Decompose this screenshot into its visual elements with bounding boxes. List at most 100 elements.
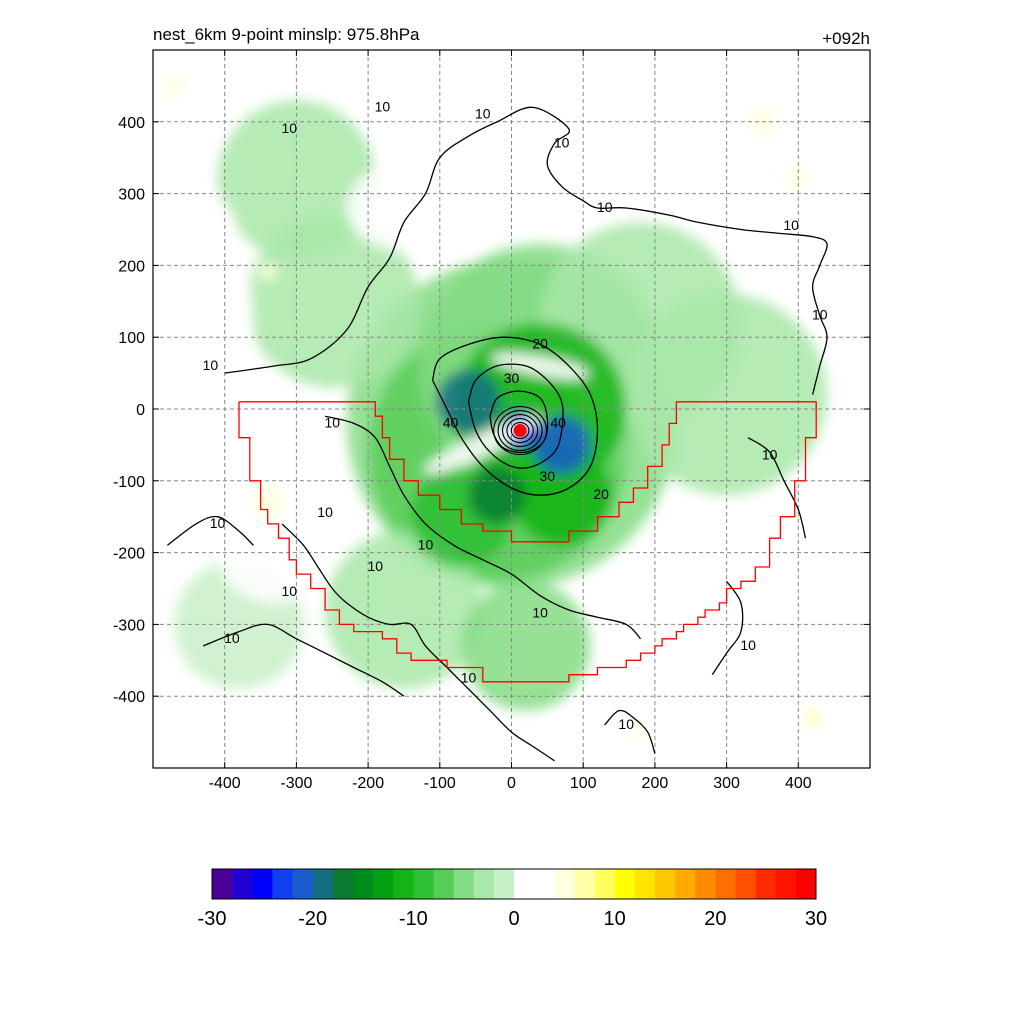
contour-label-10: 10: [317, 504, 333, 520]
colorbar-cell: [232, 869, 253, 899]
x-tick-label: 300: [713, 775, 740, 792]
field-blob: [246, 215, 419, 388]
y-tick-label: 0: [136, 402, 145, 419]
colorbar-cell: [675, 869, 696, 899]
x-tick-label: 200: [642, 775, 669, 792]
contour-label-20: 20: [532, 335, 548, 351]
colorbar-labels: -30 -20 -10 0 10 20 30: [198, 908, 828, 930]
colorbar-cell: [272, 869, 294, 899]
colorbar-tick-label: 0: [508, 908, 519, 930]
y-tick-label: 300: [118, 187, 145, 204]
colorbar-tick-label: 20: [704, 908, 726, 930]
colorbar-cell: [473, 869, 495, 899]
region-outline: [238, 401, 817, 683]
colorbar-cell: [332, 869, 354, 899]
colorbar-cell: [493, 869, 515, 899]
field-positive-spot: [251, 486, 284, 519]
y-tick-label: -300: [113, 617, 145, 634]
y-tick-label: -200: [113, 546, 145, 563]
colorbar-cell: [715, 869, 736, 899]
colorbar-cell: [534, 869, 555, 899]
colorbar-tick-label: 30: [805, 908, 827, 930]
eyewall-contour: [493, 405, 548, 456]
contour-label-10: 10: [375, 98, 391, 114]
contour-label-30: 30: [504, 370, 520, 386]
contour-label-10: 10: [554, 134, 570, 150]
contour-label-40: 40: [443, 414, 459, 430]
chart-title: nest_6km 9-point minslp: 975.8hPa: [153, 25, 420, 44]
colorbar-cell: [393, 869, 414, 899]
colorbar-cell: [373, 869, 394, 899]
contour-line-10: [281, 523, 555, 762]
storm-center: [513, 424, 527, 438]
field-blob: [468, 466, 526, 524]
contour-label-10: 10: [281, 583, 297, 599]
eyewall-contour: [497, 409, 543, 452]
x-tick-label: -300: [280, 775, 312, 792]
contour-label-10: 10: [532, 605, 548, 621]
colorbar-cell: [252, 869, 273, 899]
colorbar-cell: [413, 869, 434, 899]
contour-label-10: 10: [210, 515, 226, 531]
analysis-region-outline: [238, 401, 817, 683]
field-neutral-band: [490, 352, 590, 380]
contour-line-40: [489, 390, 549, 454]
field-positive-spot: [259, 263, 277, 282]
contour-line-10: [747, 437, 807, 539]
colorbar-cell: [614, 869, 636, 899]
eyewall-contour: [510, 421, 530, 440]
contour-label-10: 10: [783, 217, 799, 233]
colorbar-cell: [433, 869, 455, 899]
colorbar-cells: [212, 869, 817, 899]
field-positive-spot: [805, 710, 820, 725]
contour-label-10: 10: [324, 414, 340, 430]
colorbar-tick-label: -20: [298, 908, 327, 930]
contour-line-10: [604, 709, 656, 754]
plot-area: 10 10 10 10 10 10 10 10 10 10 10 10 10 10 10 10 10 10 10 10…: [153, 50, 870, 768]
contour-label-10: 10: [618, 716, 634, 732]
contour-label-10: 10: [461, 669, 477, 685]
contour-line-20: [431, 336, 599, 496]
contour-label-10: 10: [812, 307, 828, 323]
x-tick-label: 400: [785, 775, 812, 792]
colorbar-cell: [735, 869, 757, 899]
y-tick-label: 200: [118, 258, 145, 275]
contour-line-10: [202, 623, 405, 697]
contour-line-30: [467, 363, 564, 469]
colorbar-cell: [292, 869, 314, 899]
colorbar: -30 -20 -10 0 10 20 30: [198, 868, 828, 930]
colorbar-cell: [695, 869, 716, 899]
eyewall-contour: [501, 413, 539, 448]
contour-label-10: 10: [740, 637, 756, 653]
contour-label-20: 20: [593, 486, 609, 502]
contour-label-10: 10: [418, 536, 434, 552]
contour-lines: [166, 106, 828, 762]
colorbar-cell: [634, 869, 656, 899]
contour-label-10: 10: [281, 120, 297, 136]
contour-labels: 10 10 10 10 10 10 10 10 10 10 10 10 10 10 10 10 10 10 10 10…: [203, 98, 828, 732]
y-tick-label: -400: [113, 689, 145, 706]
colorbar-cell: [755, 869, 777, 899]
contour-label-10: 10: [762, 447, 778, 463]
colorbar-tick-label: 10: [604, 908, 626, 930]
forecast-hour-label: +092h: [822, 29, 870, 48]
x-tick-label: 100: [570, 775, 597, 792]
y-tick-label: 400: [118, 115, 145, 132]
y-axis-ticks: 400 300 200 100 0 -100 -200 -300 -400: [113, 115, 870, 706]
contour-label-10: 10: [203, 357, 219, 373]
eyewall-contour: [506, 417, 534, 444]
colorbar-cell: [795, 869, 817, 899]
colorbar-cell: [453, 869, 475, 899]
contour-label-10: 10: [475, 106, 491, 122]
contour-line-10: [224, 106, 828, 395]
field-neutral-band: [346, 164, 462, 251]
colorbar-cell: [554, 869, 575, 899]
field-blob: [461, 581, 591, 711]
field-positive-spot: [164, 75, 185, 96]
storm-center-marker: [513, 424, 527, 438]
y-tick-label: 100: [118, 330, 145, 347]
colorbar-cell: [775, 869, 797, 899]
colorbar-cell: [212, 869, 233, 899]
colorbar-tick-label: -30: [198, 908, 227, 930]
